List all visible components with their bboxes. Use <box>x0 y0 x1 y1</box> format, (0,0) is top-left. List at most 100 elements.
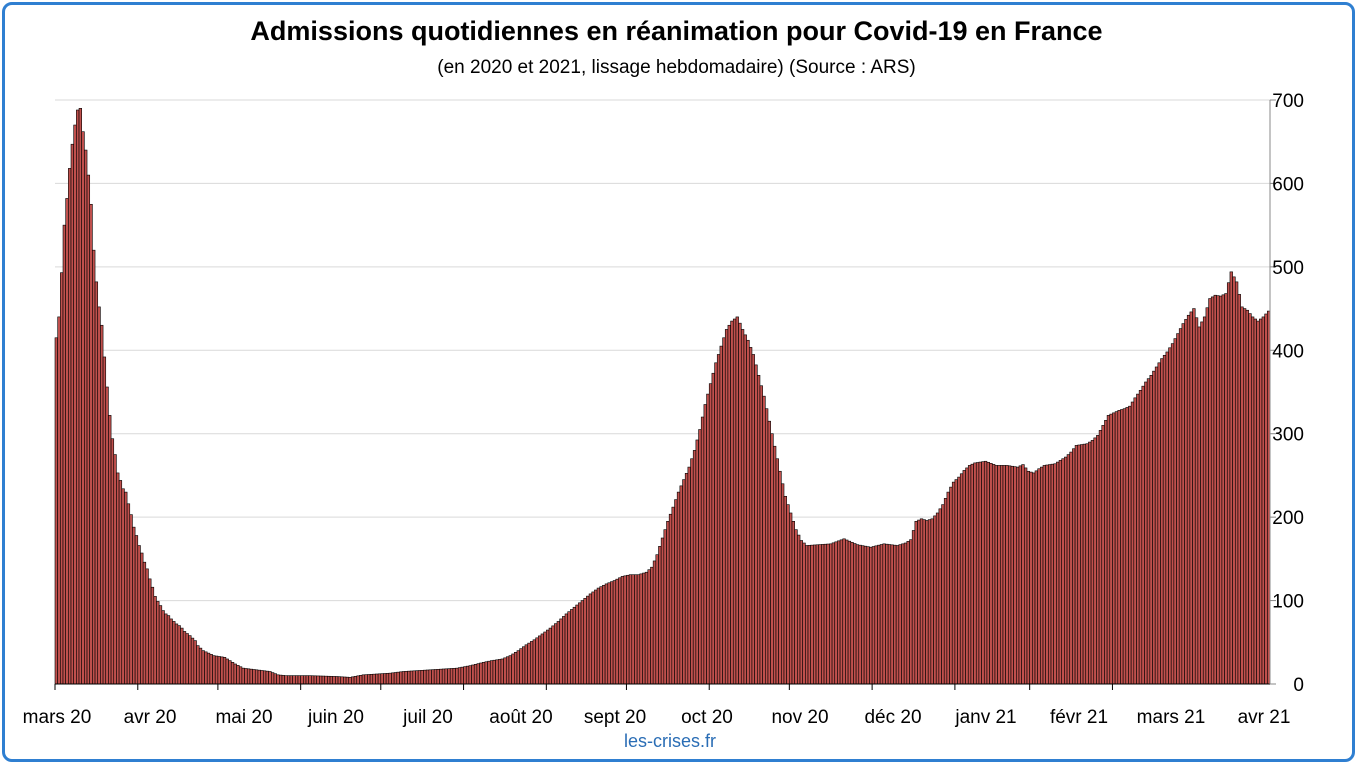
bar <box>596 587 601 685</box>
bar <box>455 667 459 685</box>
bar <box>196 645 200 685</box>
bar <box>858 544 862 685</box>
bar <box>137 545 141 685</box>
bar <box>70 143 74 685</box>
bar <box>412 670 416 685</box>
bar <box>396 671 400 685</box>
bar <box>206 652 211 685</box>
bar <box>700 416 705 685</box>
bar <box>367 674 371 685</box>
bar <box>706 393 710 685</box>
bar <box>1256 320 1260 685</box>
bar <box>975 462 980 685</box>
bar <box>588 593 593 685</box>
bar <box>116 472 120 685</box>
bar <box>1149 375 1153 685</box>
bar <box>810 544 814 685</box>
bar <box>1264 313 1268 685</box>
bar <box>1176 333 1180 685</box>
bar <box>1240 306 1244 685</box>
bar <box>230 662 235 685</box>
bar <box>132 526 136 685</box>
bar <box>567 611 571 685</box>
bar <box>1114 411 1119 685</box>
x-tick-label: déc 20 <box>864 707 921 728</box>
bar <box>332 676 336 685</box>
x-tick-label: juil 20 <box>402 707 453 728</box>
bar <box>1170 343 1175 685</box>
bar <box>1098 430 1103 685</box>
bar <box>481 662 486 685</box>
bar <box>1013 466 1017 685</box>
bar <box>436 669 440 685</box>
bar <box>519 648 523 685</box>
bar <box>831 542 836 685</box>
chart-subtitle: (en 2020 et 2021, lissage hebdomadaire) … <box>437 57 916 78</box>
bar <box>1253 318 1257 685</box>
bar <box>1029 471 1033 685</box>
bar <box>941 504 945 685</box>
bar <box>375 673 379 685</box>
bar <box>666 521 670 685</box>
bar <box>1202 316 1207 685</box>
bar <box>108 415 112 685</box>
x-axis-ticks: mars 20 avr 20 mai 20 juin 20 juil 20 août 20… <box>23 684 1290 728</box>
bar <box>829 543 833 685</box>
bar <box>730 320 734 685</box>
bar <box>660 537 665 685</box>
bar <box>222 656 227 685</box>
bar <box>1200 321 1204 685</box>
bar <box>540 633 544 685</box>
bar <box>895 545 900 685</box>
bar <box>575 604 579 685</box>
bar <box>530 641 534 685</box>
x-tick-label: sept 20 <box>584 707 646 728</box>
bar <box>105 386 109 685</box>
bar <box>1066 454 1071 685</box>
bar <box>487 660 491 685</box>
bar <box>324 675 328 685</box>
bar <box>652 560 657 685</box>
bar <box>602 584 606 685</box>
bar <box>447 668 451 685</box>
bar <box>861 545 865 685</box>
bar <box>1050 463 1055 685</box>
bar <box>999 465 1004 685</box>
bar <box>631 574 635 685</box>
bar <box>1122 408 1127 685</box>
bar <box>1112 412 1116 685</box>
bar <box>337 676 342 685</box>
bar <box>951 481 956 685</box>
bar <box>1168 347 1172 685</box>
bar <box>551 625 555 685</box>
bar <box>522 646 526 685</box>
bar <box>898 544 902 685</box>
bar <box>348 677 352 685</box>
bar <box>505 656 510 685</box>
bar <box>153 596 157 685</box>
bar <box>404 671 408 685</box>
bar <box>1032 472 1036 685</box>
bar <box>1005 465 1009 685</box>
bar <box>970 463 974 685</box>
bar <box>1082 443 1087 685</box>
bar <box>343 676 347 685</box>
bar <box>786 504 790 685</box>
bar <box>1058 460 1063 685</box>
bar <box>385 673 390 685</box>
bar <box>257 669 261 685</box>
bar <box>1016 466 1020 685</box>
bar <box>110 438 115 685</box>
bar <box>289 675 293 685</box>
bar <box>479 662 483 685</box>
bar <box>495 659 499 685</box>
bar <box>679 485 683 685</box>
bar <box>751 354 755 685</box>
bar <box>279 674 283 685</box>
bar <box>102 356 107 685</box>
bar <box>957 476 961 685</box>
bar <box>1205 307 1209 685</box>
bar <box>316 675 320 685</box>
bar <box>1213 294 1217 685</box>
bar <box>1080 444 1084 685</box>
